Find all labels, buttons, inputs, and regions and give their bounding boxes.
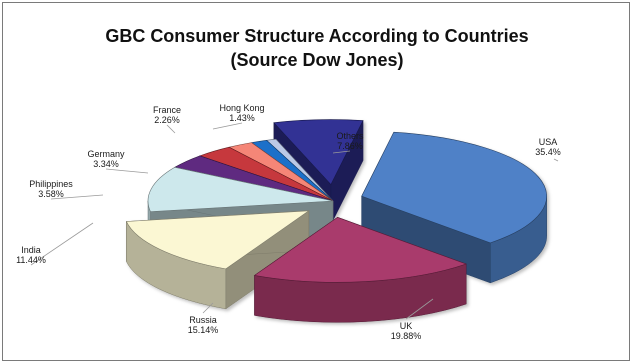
leader-line-germany bbox=[105, 168, 149, 174]
slice-label-uk: UK bbox=[400, 321, 413, 331]
slice-label-philippines: Philippines bbox=[29, 179, 73, 189]
chart-title: GBC Consumer Structure According to Coun… bbox=[105, 26, 529, 46]
chart-frame: GBC Consumer Structure According to Coun… bbox=[2, 2, 630, 361]
leader-line-france bbox=[166, 124, 176, 134]
leader-line-india bbox=[30, 222, 94, 266]
slice-label-usa: USA bbox=[539, 137, 558, 147]
chart-subtitle: (Source Dow Jones) bbox=[230, 50, 404, 70]
leader-line-others bbox=[332, 150, 351, 154]
slice-label-russia: Russia bbox=[189, 315, 217, 325]
slice-value-philippines: 3.58% bbox=[38, 189, 64, 199]
slice-value-uk: 19.88% bbox=[391, 331, 422, 341]
slice-value-india: 11.44% bbox=[16, 255, 46, 265]
slice-label-india: India bbox=[21, 245, 41, 255]
slice-label-germany: Germany bbox=[87, 149, 125, 159]
slice-value-hong-kong: 1.43% bbox=[229, 113, 255, 123]
leader-line-uk bbox=[405, 298, 434, 320]
slice-value-others: 7.86% bbox=[337, 141, 363, 151]
leader-line-philippines bbox=[50, 194, 104, 200]
leader-line-hong-kong bbox=[212, 122, 243, 130]
slice-value-france: 2.26% bbox=[154, 115, 180, 125]
leader-line-russia bbox=[202, 302, 214, 314]
slice-value-russia: 15.14% bbox=[188, 325, 219, 335]
pie-slice-uk bbox=[253, 216, 468, 323]
slice-label-france: France bbox=[153, 105, 181, 115]
slice-value-usa: 35.4% bbox=[535, 147, 561, 157]
slice-value-germany: 3.34% bbox=[93, 159, 119, 169]
slice-label-hong-kong: Hong Kong bbox=[219, 103, 264, 113]
leader-line-usa bbox=[553, 158, 559, 162]
pie-slice-russia bbox=[125, 210, 310, 310]
slice-label-others: Others bbox=[336, 131, 364, 141]
